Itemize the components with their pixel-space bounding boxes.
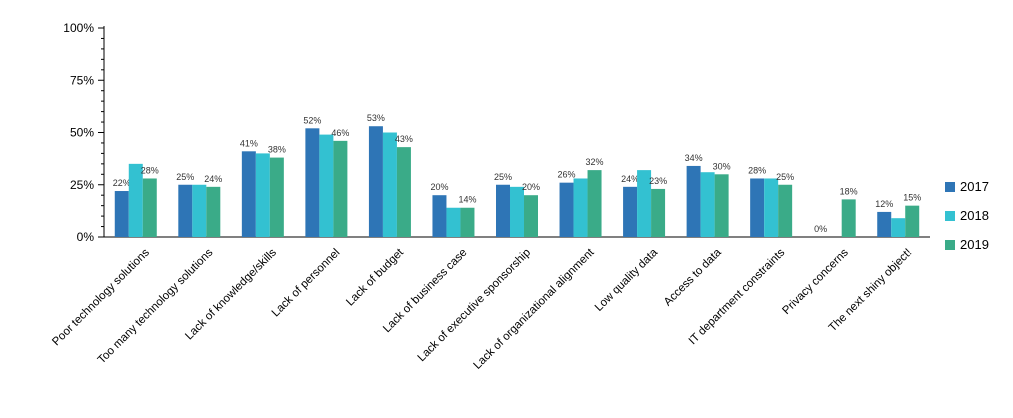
bar-2017 xyxy=(559,182,574,237)
bar-2018 xyxy=(319,134,334,237)
data-label: 22% xyxy=(113,178,131,188)
bar-2019 xyxy=(778,184,793,237)
data-label: 18% xyxy=(840,186,858,196)
data-label: 12% xyxy=(875,199,893,209)
bar-2019 xyxy=(269,157,284,237)
bar-2018 xyxy=(192,184,207,237)
bar-2019 xyxy=(841,199,856,237)
bar-2019 xyxy=(333,140,348,237)
category-label: Access to data xyxy=(662,246,724,308)
bar-2019 xyxy=(714,174,729,237)
bar-2017 xyxy=(496,184,510,237)
data-label: 0% xyxy=(814,224,827,234)
data-label: 25% xyxy=(176,172,194,182)
category-label: Lack of organizational alignment xyxy=(472,246,598,372)
category-label: Lack of budget xyxy=(344,246,406,308)
legend-label-2018: 2018 xyxy=(960,208,989,223)
y-tick-label: 75% xyxy=(70,73,94,87)
data-label: 38% xyxy=(268,145,286,155)
data-label: 46% xyxy=(331,128,349,138)
y-tick-label: 100% xyxy=(63,21,94,35)
legend-swatch-2019 xyxy=(945,239,955,250)
data-label: 28% xyxy=(748,165,766,175)
y-tick-label: 50% xyxy=(70,126,94,140)
bar-2017 xyxy=(623,186,638,237)
legend-swatch-2018 xyxy=(945,210,955,221)
data-label: 15% xyxy=(903,193,921,203)
data-label: 25% xyxy=(494,172,512,182)
data-label: 24% xyxy=(204,174,222,184)
category-label: Lack of personnel xyxy=(270,247,343,320)
legend-item-2017: 2017 xyxy=(945,172,989,201)
bar-2018 xyxy=(382,132,397,237)
bar-2017 xyxy=(114,191,129,237)
bar-2018 xyxy=(573,178,588,237)
category-label: Low quality data xyxy=(593,246,661,314)
bar-2018 xyxy=(510,186,524,237)
bar-2017 xyxy=(686,165,701,237)
legend-label-2019: 2019 xyxy=(960,237,989,252)
y-tick-label: 25% xyxy=(70,178,94,192)
category-label: Too many technology solutions xyxy=(96,246,216,366)
legend-label-2017: 2017 xyxy=(960,179,989,194)
data-label: 24% xyxy=(621,174,639,184)
bar-2017 xyxy=(241,151,256,237)
bar-2018 xyxy=(764,178,779,237)
category-label: Privacy concerns xyxy=(780,246,851,317)
bar-2018 xyxy=(446,207,461,237)
data-label: 23% xyxy=(649,176,667,186)
data-label: 25% xyxy=(776,172,794,182)
data-label: 26% xyxy=(558,170,576,180)
bar-2019 xyxy=(905,205,920,237)
legend-swatch-2017 xyxy=(945,181,955,192)
bar-2018 xyxy=(128,163,143,237)
bar-2017 xyxy=(877,211,892,237)
data-label: 34% xyxy=(685,153,703,163)
bar-2018 xyxy=(891,218,906,237)
data-label: 41% xyxy=(240,138,258,148)
bar-2018 xyxy=(637,170,652,237)
legend-item-2019: 2019 xyxy=(945,230,989,259)
data-label: 52% xyxy=(303,115,321,125)
bar-2019 xyxy=(460,207,475,237)
bar-2019 xyxy=(142,178,157,237)
data-label: 20% xyxy=(522,182,540,192)
data-label: 20% xyxy=(430,182,448,192)
category-label: Lack of executive sponsorship xyxy=(416,247,533,364)
legend: 2017 2018 2019 xyxy=(945,172,989,259)
bar-2017 xyxy=(750,178,765,237)
data-label: 30% xyxy=(713,161,731,171)
bar-2017 xyxy=(368,126,383,237)
data-label: 28% xyxy=(141,165,159,175)
data-label: 32% xyxy=(586,157,604,167)
y-tick-label: 0% xyxy=(77,230,95,244)
data-label: 43% xyxy=(395,134,413,144)
bar-2019 xyxy=(651,188,666,237)
bar-2019 xyxy=(396,147,411,237)
bar-2017 xyxy=(178,184,193,237)
bar-2017 xyxy=(305,128,320,237)
data-label: 53% xyxy=(367,113,385,123)
bar-2019 xyxy=(524,195,538,237)
bar-2019 xyxy=(206,186,221,237)
bar-2019 xyxy=(587,170,602,237)
bar-2018 xyxy=(700,172,715,237)
bar-2018 xyxy=(255,153,270,237)
bar-2017 xyxy=(432,195,447,237)
data-label: 14% xyxy=(458,195,476,205)
legend-item-2018: 2018 xyxy=(945,201,989,230)
